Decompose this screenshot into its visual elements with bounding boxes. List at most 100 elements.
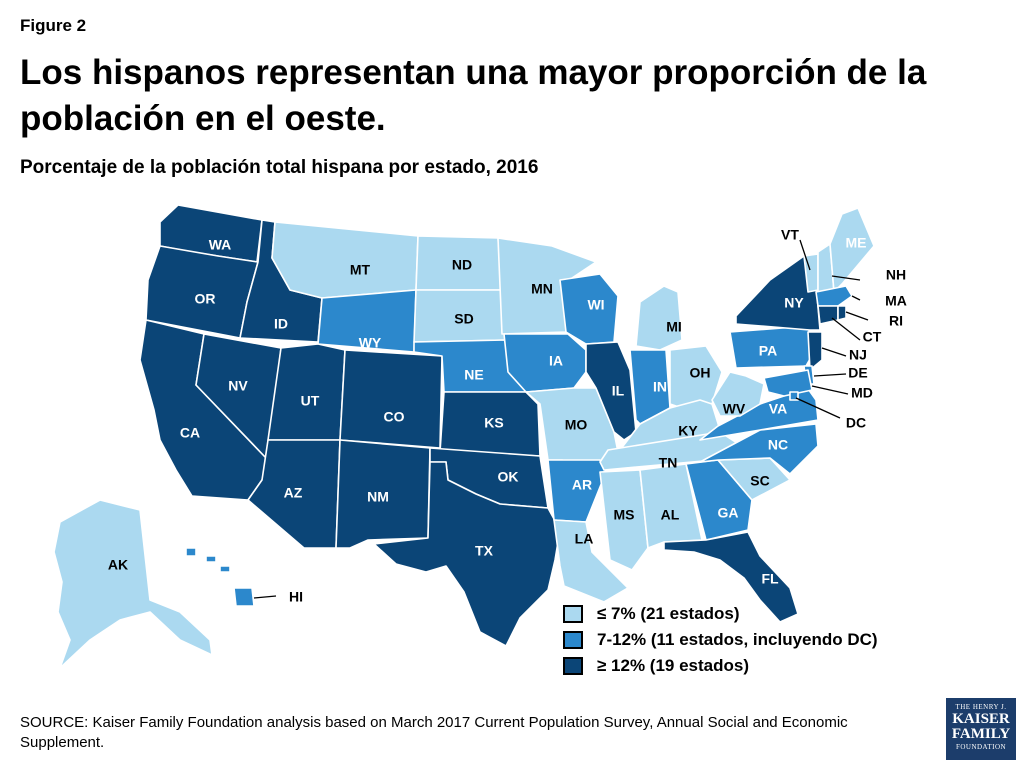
- label-ma: MA: [885, 293, 907, 309]
- figure-label: Figure 2: [20, 16, 87, 35]
- callout-line-vt: [799, 239, 811, 271]
- callout-line-md: [811, 385, 849, 395]
- label-il: IL: [612, 383, 625, 399]
- legend-item-low: ≤ 7% (21 estados): [563, 601, 878, 627]
- callout-line-nh: [831, 275, 861, 281]
- label-nj: NJ: [849, 347, 867, 363]
- label-in: IN: [653, 379, 667, 395]
- state-ak: [53, 499, 213, 669]
- label-wa: WA: [209, 237, 232, 253]
- state-la: [553, 519, 629, 603]
- legend-label-low: ≤ 7% (21 estados): [597, 604, 740, 623]
- state-ct: [817, 305, 839, 325]
- label-az: AZ: [284, 485, 303, 501]
- label-ak: AK: [108, 557, 128, 573]
- callout-line-ct: [831, 317, 861, 341]
- label-id: ID: [274, 316, 288, 332]
- label-wv: WV: [723, 401, 746, 417]
- state-co: [339, 349, 443, 449]
- label-pa: PA: [759, 343, 777, 359]
- label-ky: KY: [678, 423, 698, 439]
- map-legend: ≤ 7% (21 estados) 7-12% (11 estados, inc…: [563, 601, 878, 679]
- label-fl: FL: [761, 571, 779, 587]
- label-ms: MS: [614, 507, 635, 523]
- legend-swatch-low: [563, 605, 583, 623]
- label-de: DE: [848, 365, 867, 381]
- label-wy: WY: [359, 335, 382, 351]
- label-mo: MO: [565, 417, 588, 433]
- label-dc: DC: [846, 415, 866, 431]
- label-ia: IA: [549, 353, 563, 369]
- logo-line-1: THE HENRY J.: [955, 703, 1007, 711]
- label-sc: SC: [750, 473, 769, 489]
- state-hi-island-2: [205, 555, 217, 563]
- label-tx: TX: [475, 543, 494, 559]
- callout-line-ma: [851, 295, 861, 301]
- state-ks: [439, 391, 541, 457]
- map-subtitle: Porcentaje de la población total hispana…: [20, 157, 539, 178]
- label-nc: NC: [768, 437, 788, 453]
- label-or: OR: [195, 291, 216, 307]
- label-ri: RI: [889, 313, 903, 329]
- label-md: MD: [851, 385, 873, 401]
- state-labels: WA OR CA NV ID MT WY UT AZ CO NM ND SD NE KS OK TX MN IA MO…: [108, 237, 805, 587]
- callout-line-ri: [845, 311, 869, 321]
- label-ar: AR: [572, 477, 592, 493]
- label-ny: NY: [784, 295, 804, 311]
- label-ne: NE: [464, 367, 483, 383]
- legend-swatch-mid: [563, 631, 583, 649]
- state-hi: [233, 587, 255, 607]
- label-nm: NM: [367, 489, 389, 505]
- state-ia: [503, 333, 587, 393]
- state-tx: [373, 461, 561, 647]
- label-ok: OK: [498, 469, 519, 485]
- legend-item-high: ≥ 12% (19 estados): [563, 653, 878, 679]
- label-ct: CT: [863, 329, 882, 345]
- state-mi: [635, 285, 683, 351]
- source-note: SOURCE: Kaiser Family Foundation analysi…: [20, 714, 848, 751]
- label-nh: NH: [886, 267, 906, 283]
- legend-label-high: ≥ 12% (19 estados): [597, 656, 750, 675]
- label-mn: MN: [531, 281, 553, 297]
- legend-label-mid: 7-12% (11 estados, incluyendo DC): [597, 630, 878, 649]
- state-ri: [837, 305, 847, 321]
- label-ga: GA: [718, 505, 739, 521]
- label-ca: CA: [180, 425, 200, 441]
- label-nv: NV: [228, 378, 248, 394]
- label-wi: WI: [587, 297, 604, 313]
- state-wv: [711, 371, 765, 417]
- label-tn: TN: [659, 455, 678, 471]
- state-va: [699, 385, 819, 441]
- state-mt: [271, 221, 419, 299]
- state-ms: [599, 469, 649, 571]
- label-vt: VT: [781, 227, 799, 243]
- label-sd: SD: [454, 311, 473, 327]
- logo-line-2: KAISER FAMILY: [951, 711, 1011, 742]
- label-ut: UT: [301, 393, 320, 409]
- label-ks: KS: [484, 415, 503, 431]
- legend-swatch-high: [563, 657, 583, 675]
- label-al: AL: [661, 507, 680, 523]
- callout-line-nj: [821, 347, 847, 357]
- kff-logo: THE HENRY J. KAISER FAMILY FOUNDATION: [946, 698, 1016, 760]
- state-hi-island-1: [185, 547, 197, 557]
- state-il: [585, 341, 637, 441]
- state-ma: [815, 285, 853, 307]
- callout-line-hi: [253, 595, 277, 599]
- state-shapes: [53, 204, 875, 669]
- label-la: LA: [575, 531, 594, 547]
- callout-labels: VT ME NH MA RI CT NJ DE MD DC HI: [253, 227, 907, 605]
- callout-line-de: [813, 373, 847, 377]
- state-nj: [807, 331, 823, 371]
- callout-line-dc: [795, 397, 841, 419]
- state-hi-island-3: [219, 565, 231, 573]
- label-va: VA: [769, 401, 787, 417]
- state-fl: [663, 531, 799, 623]
- page-title: Los hispanos representan una mayor propo…: [20, 53, 927, 138]
- label-mi: MI: [666, 319, 682, 335]
- label-hi: HI: [289, 589, 303, 605]
- state-md: [763, 369, 813, 397]
- legend-item-mid: 7-12% (11 estados, incluyendo DC): [563, 627, 878, 653]
- label-co: CO: [384, 409, 405, 425]
- us-map: WA OR CA NV ID MT WY UT AZ CO NM ND SD NE KS OK TX MN IA MO…: [53, 204, 907, 669]
